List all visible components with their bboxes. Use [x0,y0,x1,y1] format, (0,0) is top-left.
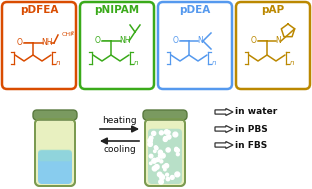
Circle shape [160,160,163,163]
Circle shape [149,154,153,158]
Text: cooling: cooling [103,145,136,154]
Circle shape [154,150,156,153]
FancyBboxPatch shape [2,2,76,89]
Text: N: N [197,36,203,45]
FancyBboxPatch shape [148,129,182,184]
Text: n: n [56,60,61,66]
Circle shape [175,147,178,150]
FancyBboxPatch shape [38,150,72,184]
Circle shape [176,153,179,156]
Text: n: n [290,60,295,66]
Text: O: O [173,36,179,45]
Circle shape [173,132,178,137]
Text: in water: in water [235,108,277,116]
Circle shape [166,148,170,152]
Text: NH: NH [119,36,131,45]
Text: n: n [212,60,217,66]
Polygon shape [215,125,233,132]
Polygon shape [215,108,233,115]
Text: pDEA: pDEA [179,5,211,15]
Circle shape [158,172,162,177]
Circle shape [154,165,159,169]
Circle shape [159,131,163,135]
Text: pAP: pAP [261,5,285,15]
Circle shape [149,162,152,165]
Circle shape [164,130,169,134]
Circle shape [166,173,168,176]
FancyBboxPatch shape [80,2,154,89]
Text: O: O [251,36,257,45]
Circle shape [158,150,163,154]
FancyBboxPatch shape [145,119,185,186]
FancyBboxPatch shape [143,110,187,120]
Circle shape [163,137,167,141]
Text: in PBS: in PBS [235,125,268,133]
Text: n: n [134,60,139,66]
Text: CHF: CHF [62,32,75,36]
Circle shape [152,159,156,163]
Circle shape [176,149,179,152]
Circle shape [149,136,153,140]
FancyBboxPatch shape [158,2,232,89]
Circle shape [155,147,158,150]
Circle shape [167,135,171,139]
Text: heating: heating [102,116,137,125]
Text: pNIPAM: pNIPAM [95,5,139,15]
Circle shape [175,148,178,152]
Circle shape [163,165,166,168]
FancyBboxPatch shape [35,119,75,186]
Circle shape [154,146,157,149]
Text: pDFEA: pDFEA [20,5,58,15]
Circle shape [167,131,170,134]
Circle shape [148,139,152,143]
Circle shape [156,158,159,161]
Polygon shape [215,142,233,149]
Circle shape [160,153,165,158]
Text: N: N [275,36,281,45]
Circle shape [166,177,170,181]
Circle shape [152,166,157,171]
FancyBboxPatch shape [33,110,77,120]
Circle shape [163,136,167,140]
Circle shape [153,158,156,161]
Circle shape [152,131,156,136]
Text: 2: 2 [71,31,74,36]
Circle shape [164,164,168,168]
Text: NH: NH [41,38,53,47]
FancyBboxPatch shape [236,2,310,89]
Circle shape [159,180,163,184]
Circle shape [175,172,180,177]
Circle shape [158,154,163,158]
FancyBboxPatch shape [38,149,72,161]
Circle shape [148,142,152,146]
Text: O: O [95,36,101,45]
Circle shape [170,176,174,179]
Text: in FBS: in FBS [235,140,267,149]
Circle shape [164,168,166,171]
Text: O: O [17,38,23,47]
Circle shape [160,175,164,180]
